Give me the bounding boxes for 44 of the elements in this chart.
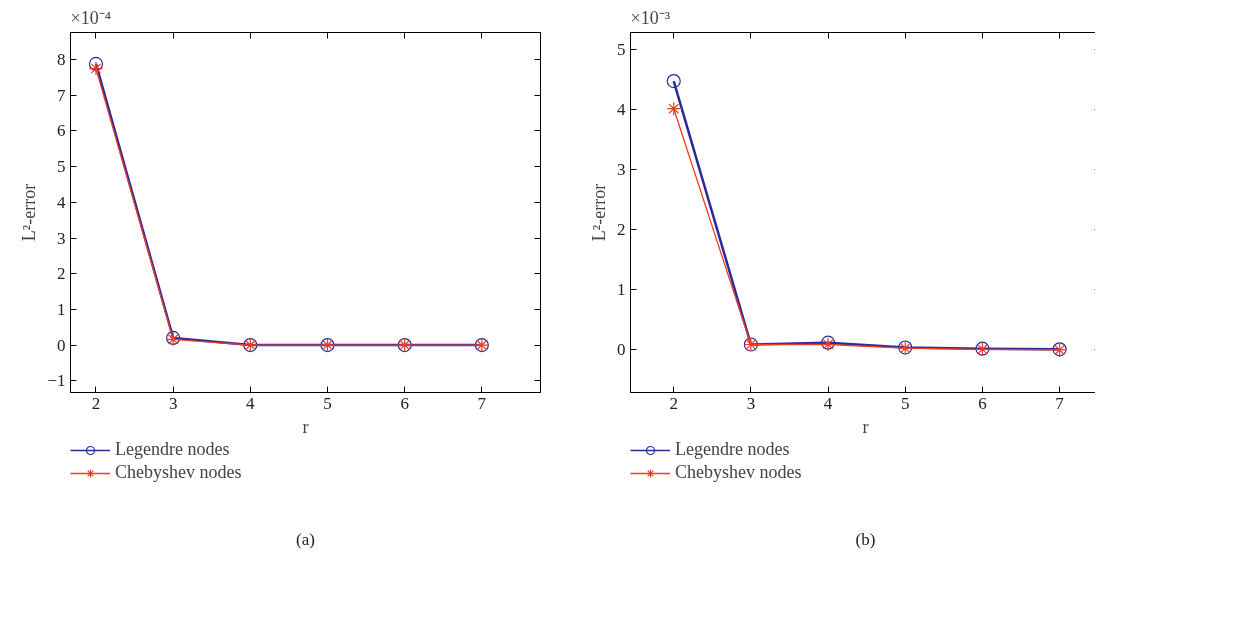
x-tick-label: 3 xyxy=(168,393,178,413)
x-tick-label: 3 xyxy=(746,393,756,413)
y-tick-label: 4 xyxy=(57,192,66,212)
point xyxy=(88,56,104,71)
y-axis-title: L²-error xyxy=(19,183,40,242)
x-tick-label: 2 xyxy=(669,393,678,413)
x-tick-label: 4 xyxy=(246,393,256,413)
x-tick-label: 7 xyxy=(477,393,487,413)
text: (b) xyxy=(855,529,876,549)
y-tick-label: 3 xyxy=(617,160,626,180)
y-tick-label: 3 xyxy=(57,228,66,248)
legend-label: Legendre nodes xyxy=(675,439,790,460)
y-tick-label: 2 xyxy=(57,264,66,284)
legend-label: Chebyshev nodes xyxy=(115,462,242,483)
x-tick-label: 5 xyxy=(323,393,332,413)
y-axis-title: L²-error xyxy=(589,183,609,242)
x-tick-label: 5 xyxy=(901,393,910,413)
x-axis-title: r xyxy=(862,416,869,437)
y-tick-label: 2 xyxy=(617,220,626,240)
y-tick-label: 6 xyxy=(57,121,66,141)
y-tick-label: 4 xyxy=(617,100,626,120)
point xyxy=(88,61,104,76)
x-tick-label: 6 xyxy=(400,393,409,413)
legend-label: Chebyshev nodes xyxy=(675,462,802,483)
y-tick-label: 5 xyxy=(57,157,66,177)
y-tick-label: 0 xyxy=(57,335,66,355)
point xyxy=(666,101,681,116)
y-tick-label: 1 xyxy=(617,280,626,300)
legend-label: Legendre nodes xyxy=(115,439,230,460)
x-axis-title: r xyxy=(302,416,309,437)
y-tick-label: 5 xyxy=(617,40,626,60)
x-tick-label: 4 xyxy=(823,393,833,413)
y-tick-label: 1 xyxy=(57,299,66,319)
text: ×10⁻⁴ xyxy=(70,7,111,28)
y-tick-label: −1 xyxy=(47,371,66,391)
text: ×10⁻³ xyxy=(630,7,671,28)
x-tick-label: 7 xyxy=(1055,393,1065,413)
y-tick-label: 8 xyxy=(57,50,66,70)
point xyxy=(666,74,681,89)
y-tick-label: 7 xyxy=(57,85,66,105)
x-tick-label: 2 xyxy=(91,393,101,413)
x-tick-label: 6 xyxy=(978,393,987,413)
text: (a) xyxy=(296,529,315,549)
y-tick-label: 0 xyxy=(617,340,626,360)
